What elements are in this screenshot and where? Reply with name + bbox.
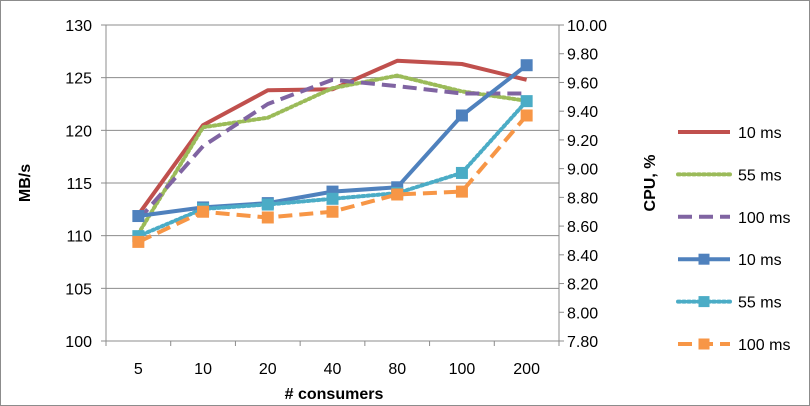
right-tick-label: 7.80 <box>567 334 598 351</box>
right-axis-ticks: 7.80 8.00 8.20 8.40 8.60 8.80 9.00 9.20 9.40 9.60… <box>559 18 607 351</box>
series-line <box>136 77 527 222</box>
left-tick-label: 130 <box>65 18 92 35</box>
left-tick-label: 115 <box>66 176 92 193</box>
legend-item: 100 ms <box>678 337 790 354</box>
data-point <box>197 205 210 218</box>
data-point <box>520 59 533 72</box>
left-tick-label: 120 <box>65 123 92 140</box>
series-1 <box>136 73 529 236</box>
right-tick-label: 9.60 <box>567 75 598 92</box>
y2-axis-title: CPU, % <box>642 155 659 212</box>
data-point <box>455 166 468 179</box>
legend-marker <box>698 296 710 308</box>
legend-label: 55 ms <box>738 167 782 184</box>
data-point <box>455 185 468 198</box>
data-point <box>520 109 533 122</box>
x-tick-label: 100 <box>449 361 476 378</box>
right-tick-label: 8.40 <box>567 248 598 265</box>
legend-item: 100 ms <box>678 210 790 227</box>
right-tick-label: 9.20 <box>567 133 598 150</box>
series-line <box>136 73 529 236</box>
x-tick-label: 80 <box>388 361 406 378</box>
right-tick-label: 9.80 <box>567 47 598 64</box>
y-axis-title: MB/s <box>17 164 34 202</box>
x-tick-label: 10 <box>194 361 212 378</box>
left-tick-label: 100 <box>65 334 92 351</box>
legend-label: 10 ms <box>738 252 782 269</box>
x-tick-label: 20 <box>259 361 277 378</box>
series-4 <box>132 95 533 243</box>
legend-label: 100 ms <box>738 210 790 227</box>
series-5 <box>132 109 533 248</box>
legend-item: 10 ms <box>678 125 782 142</box>
legend-label: 100 ms <box>738 337 790 354</box>
legend-item: 55 ms <box>676 295 782 312</box>
data-point <box>132 210 145 223</box>
x-axis-title: # consumers <box>285 386 384 403</box>
legend-item: 10 ms <box>678 252 782 269</box>
data-point <box>455 109 468 122</box>
right-tick-label: 9.40 <box>567 104 598 121</box>
data-point <box>326 205 339 218</box>
left-axis-ticks: 100 105 110 115 120 125 130 <box>65 18 106 351</box>
legend-label: 10 ms <box>738 125 782 142</box>
legend-marker <box>698 338 710 350</box>
series-lines <box>132 58 533 248</box>
x-tick-label: 40 <box>324 361 342 378</box>
x-tick-label: 5 <box>134 361 143 378</box>
right-tick-label: 8.80 <box>567 190 598 207</box>
right-tick-label: 9.00 <box>567 162 598 179</box>
series-2 <box>136 77 527 222</box>
right-tick-label: 8.60 <box>567 219 598 236</box>
x-tick-label: 200 <box>513 361 540 378</box>
left-tick-label: 105 <box>65 281 92 298</box>
left-tick-label: 110 <box>66 229 92 246</box>
data-point <box>132 235 145 248</box>
data-point <box>261 211 274 224</box>
legend: 10 ms 55 ms 100 ms 10 ms 55 ms 100 ms <box>676 125 790 354</box>
legend-marker <box>698 253 710 265</box>
data-point <box>261 198 274 211</box>
legend-label: 55 ms <box>738 295 782 312</box>
data-point <box>391 188 404 201</box>
right-tick-label: 10.00 <box>567 18 607 35</box>
right-tick-label: 8.20 <box>567 277 598 294</box>
left-tick-label: 125 <box>65 71 92 88</box>
right-tick-label: 8.00 <box>567 305 598 322</box>
legend-item: 55 ms <box>676 167 782 184</box>
x-axis-ticks: 5 10 20 40 80 100 200 <box>105 341 560 378</box>
data-point <box>520 95 533 108</box>
data-point <box>326 192 339 205</box>
